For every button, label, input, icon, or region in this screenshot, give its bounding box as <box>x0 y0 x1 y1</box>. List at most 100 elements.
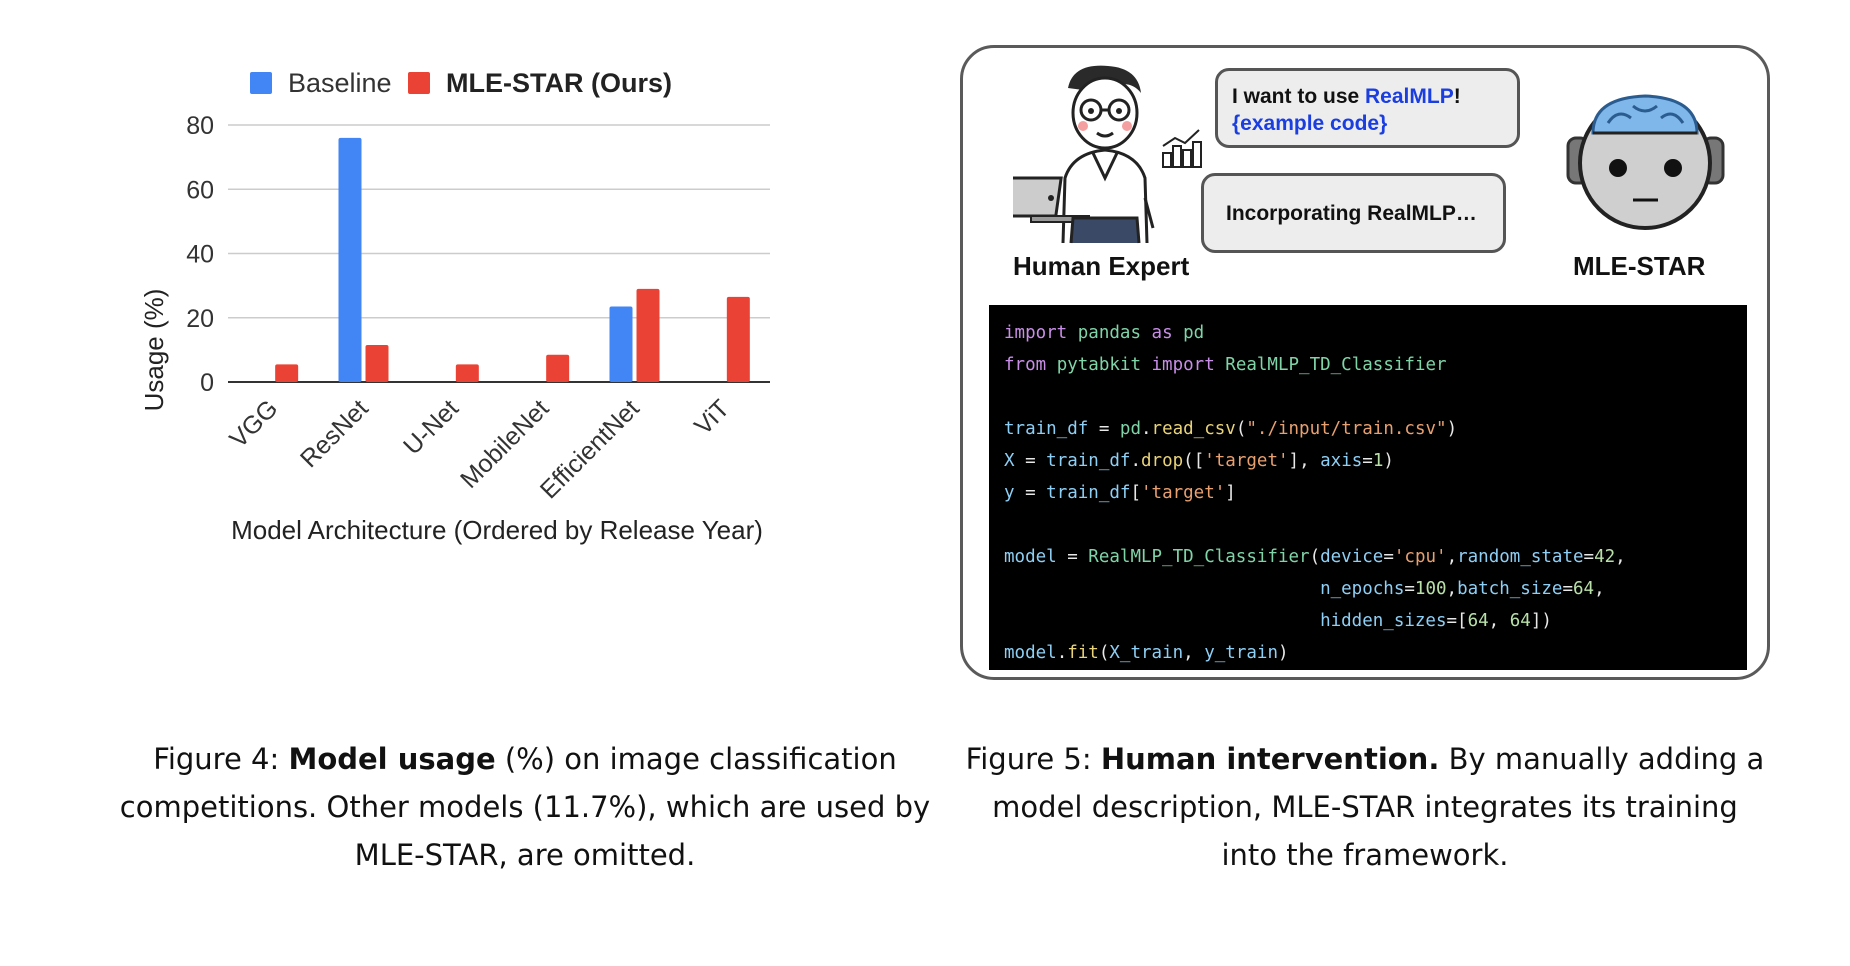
code-token: train_df <box>1046 451 1131 471</box>
human-expert-label: Human Expert <box>1013 251 1190 281</box>
code-token: = <box>1098 419 1120 439</box>
code-token: ) <box>1446 419 1458 439</box>
code-line: hidden_sizes=[64, 64]) <box>1004 605 1732 637</box>
legend-swatch-mle-star <box>408 72 430 94</box>
code-token: [ <box>1130 483 1141 503</box>
bar-efficientnet-baseline <box>609 306 633 382</box>
y-tick-0: 0 <box>200 369 214 397</box>
mle-star-label: MLE-STAR <box>1573 251 1706 281</box>
code-token: ]) <box>1530 611 1552 631</box>
code-token: = <box>1383 547 1394 567</box>
code-token: pd <box>1183 323 1205 343</box>
code-line: X = train_df.drop(['target'], axis=1) <box>1004 445 1732 477</box>
caption5-rest: By manually adding a model description, … <box>992 742 1765 872</box>
code-token: X <box>1004 451 1026 471</box>
caption4-rest: (%) on image classification competitions… <box>119 742 931 872</box>
code-token: ( <box>1309 547 1321 567</box>
code-token: , <box>1615 547 1626 567</box>
code-token: device <box>1320 547 1384 567</box>
code-token: pandas <box>1077 323 1152 343</box>
code-token: train_df <box>1004 419 1099 439</box>
human-expert-illustration <box>1013 65 1202 244</box>
code-token: model <box>1004 643 1057 663</box>
code-line <box>1004 381 1732 413</box>
caption5-bold: Human intervention. <box>1100 742 1440 776</box>
grid <box>228 124 770 383</box>
code-token: ( <box>1235 419 1247 439</box>
code-token: X_train <box>1109 643 1184 663</box>
bar-resnet-mle-star <box>365 345 389 382</box>
x-tick-efficientnet: EfficientNet <box>535 394 645 504</box>
code-token: axis <box>1320 451 1363 471</box>
code-token: 64 <box>1509 611 1531 631</box>
code-token: batch_size <box>1457 579 1563 599</box>
x-tick-u-net: U-Net <box>398 394 464 460</box>
bubble1-suffix: ! <box>1453 85 1461 108</box>
code-token: , <box>1594 579 1605 599</box>
bar-vit-mle-star <box>726 296 750 382</box>
code-token: ([ <box>1183 451 1205 471</box>
code-token: ( <box>1098 643 1110 663</box>
code-token: model <box>1004 547 1068 567</box>
bars <box>275 137 750 382</box>
code-token: hidden_sizes <box>1320 611 1447 631</box>
figure-5-caption: Figure 5: Human intervention. By manuall… <box>960 735 1770 879</box>
x-tick-vit: ViT <box>689 394 735 440</box>
code-token: "./input/train.csv" <box>1246 419 1447 439</box>
code-token: , <box>1488 611 1510 631</box>
y-tick-60: 60 <box>186 176 214 204</box>
bubble1-line2: {example code} <box>1232 112 1388 135</box>
legend: Baseline MLE-STAR (Ours) <box>250 68 672 98</box>
code-token: ) <box>1278 643 1289 663</box>
code-line: import pandas as pd <box>1004 317 1732 349</box>
y-tick-20: 20 <box>186 305 214 333</box>
code-line: model.fit(X_train, y_train) <box>1004 637 1732 669</box>
robot-speech-bubble: Incorporating RealMLP… <box>1201 173 1506 253</box>
code-token: , <box>1446 579 1458 599</box>
caption5-prefix: Figure 5: <box>965 742 1101 776</box>
code-token <box>1004 611 1320 631</box>
code-token: pd <box>1119 419 1141 439</box>
legend-swatch-baseline <box>250 72 272 94</box>
code-token: RealMLP_TD_Classifier <box>1088 547 1310 567</box>
code-token: 'target' <box>1141 483 1226 503</box>
code-token: ] <box>1225 483 1236 503</box>
x-axis-title: Model Architecture (Ordered by Release Y… <box>231 515 763 545</box>
code-token: fit <box>1067 643 1099 663</box>
human-speech-bubble: I want to use RealMLP! {example code} <box>1215 68 1520 148</box>
robot-illustration <box>1566 94 1725 230</box>
code-token: = <box>1583 547 1595 567</box>
code-line: model = RealMLP_TD_Classifier(device='cp… <box>1004 541 1732 573</box>
code-token: read_csv <box>1151 419 1236 439</box>
legend-label-baseline: Baseline <box>288 68 392 98</box>
legend-label-mle-star: MLE-STAR (Ours) <box>446 68 672 98</box>
code-token: RealMLP_TD_Classifier <box>1225 355 1447 375</box>
code-token: 64 <box>1467 611 1489 631</box>
code-token: = <box>1067 547 1089 567</box>
bar-resnet-baseline <box>338 137 362 382</box>
code-token: ) <box>1383 451 1394 471</box>
code-line: from pytabkit import RealMLP_TD_Classifi… <box>1004 349 1732 381</box>
y-tick-40: 40 <box>186 241 214 269</box>
bubble1-model: RealMLP <box>1365 85 1454 108</box>
caption4-bold: Model usage <box>288 742 496 776</box>
code-token: =[ <box>1446 611 1468 631</box>
caption4-prefix: Figure 4: <box>153 742 289 776</box>
code-line: n_epochs=100,batch_size=64, <box>1004 573 1732 605</box>
code-token: = <box>1562 579 1573 599</box>
code-token: , <box>1446 547 1458 567</box>
code-token: import <box>1151 355 1226 375</box>
y-tick-80: 80 <box>186 112 214 140</box>
code-token: as <box>1151 323 1184 343</box>
bar-vgg-mle-star <box>275 364 299 382</box>
code-token: import <box>1004 323 1078 343</box>
code-token: random_state <box>1457 547 1584 567</box>
code-token: . <box>1056 643 1068 663</box>
code-token: train_df <box>1046 483 1131 503</box>
code-token: = <box>1404 579 1415 599</box>
code-token: . <box>1140 419 1152 439</box>
y-axis-title: Usage (%) <box>139 289 169 412</box>
code-token: ], <box>1288 451 1321 471</box>
code-token: from <box>1004 355 1057 375</box>
figure-4-caption: Figure 4: Model usage (%) on image class… <box>100 735 950 879</box>
